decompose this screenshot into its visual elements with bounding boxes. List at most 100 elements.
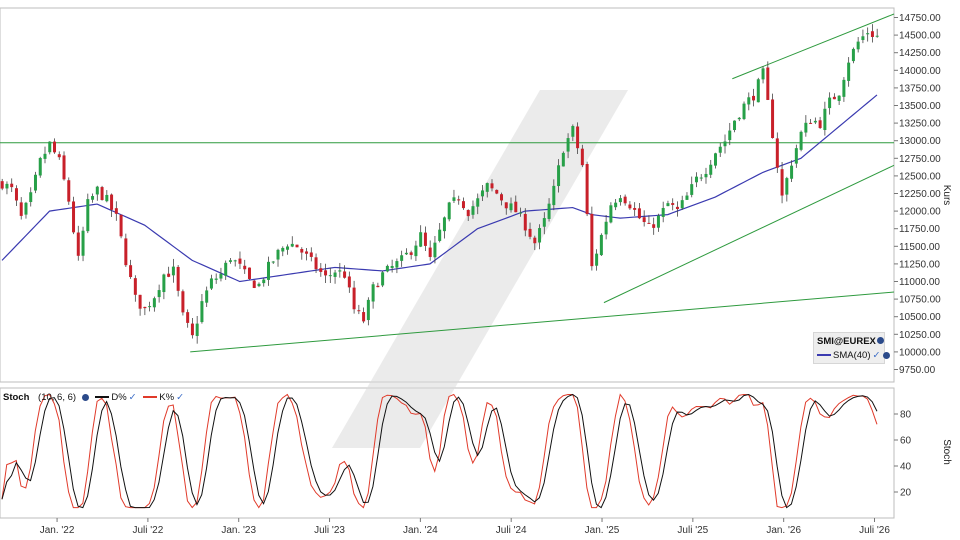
candle-body bbox=[519, 212, 523, 214]
candle-body bbox=[129, 265, 133, 278]
candle-body bbox=[457, 199, 461, 201]
stoch-tick-label: 80 bbox=[900, 410, 912, 421]
candle-body bbox=[552, 185, 556, 206]
time-tick-label: Juli '25 bbox=[677, 525, 708, 536]
legend-entry-sma[interactable]: SMA(40) ✓ bbox=[817, 350, 891, 361]
candle-body bbox=[675, 206, 679, 210]
stoch-panel-border bbox=[0, 387, 895, 519]
candle-body bbox=[419, 232, 423, 247]
price-tick-label: 13500.00 bbox=[899, 101, 941, 112]
watermark-shape bbox=[332, 90, 628, 448]
candle-body bbox=[571, 126, 575, 137]
candle-body bbox=[100, 187, 104, 201]
check-icon[interactable]: ✓ bbox=[128, 392, 137, 403]
candle-body bbox=[72, 201, 76, 233]
candle-body bbox=[718, 146, 722, 153]
candle-body bbox=[485, 183, 489, 192]
candle-body bbox=[262, 279, 266, 284]
candle-body bbox=[152, 298, 156, 308]
candle-body bbox=[804, 122, 808, 133]
candle-body bbox=[856, 41, 860, 50]
candle-body bbox=[95, 186, 99, 195]
candle-body bbox=[471, 206, 475, 215]
candle-body bbox=[24, 202, 28, 215]
legend-d-label: D% bbox=[111, 392, 127, 403]
candle-body bbox=[157, 290, 161, 298]
candle-body bbox=[219, 273, 223, 279]
check-icon[interactable]: ✓ bbox=[872, 350, 881, 361]
stoch-legend: Stoch (10, 6, 6) D% ✓ K% ✓ bbox=[3, 392, 184, 403]
price-tick-label: 12750.00 bbox=[899, 154, 941, 165]
candle-body bbox=[314, 257, 318, 270]
price-tick-label: 13250.00 bbox=[899, 119, 941, 130]
candle-body bbox=[694, 176, 698, 183]
candle-body bbox=[599, 234, 603, 256]
candle-body bbox=[186, 312, 190, 323]
candle-body bbox=[642, 217, 646, 223]
candle-body bbox=[771, 99, 775, 139]
candlestick-series bbox=[0, 24, 879, 344]
candle-body bbox=[305, 251, 309, 254]
price-tick-label: 12250.00 bbox=[899, 189, 941, 200]
price-axis: 9750.00 10000.00 10250.00 10500.00 10750.00 1… bbox=[894, 13, 941, 376]
candle-body bbox=[233, 260, 237, 262]
stochastic-series bbox=[1, 393, 878, 509]
settings-icon[interactable] bbox=[883, 351, 891, 359]
candle-body bbox=[143, 306, 147, 309]
candle-body bbox=[699, 177, 703, 179]
candle-body bbox=[338, 270, 342, 272]
price-axis-label: Kurs bbox=[941, 185, 952, 206]
candle-body bbox=[614, 202, 618, 208]
candle-body bbox=[62, 155, 66, 180]
price-legend[interactable]: SMI@EUREX SMA(40) ✓ bbox=[813, 332, 891, 364]
candle-body bbox=[57, 154, 61, 158]
candle-body bbox=[728, 130, 732, 141]
candle-body bbox=[347, 276, 351, 288]
candle-body bbox=[371, 284, 375, 302]
candle-body bbox=[637, 208, 641, 219]
candle-body bbox=[709, 164, 713, 175]
candle-body bbox=[828, 97, 832, 109]
candle-body bbox=[271, 261, 275, 263]
stoch-axis: 20 40 60 80 bbox=[894, 410, 912, 499]
sma-swatch bbox=[817, 354, 831, 357]
price-tick-label: 10500.00 bbox=[899, 312, 941, 323]
price-tick-label: 11750.00 bbox=[899, 224, 940, 235]
candle-body bbox=[138, 294, 142, 309]
candle-body bbox=[866, 33, 870, 35]
candle-body bbox=[81, 230, 85, 256]
candle-body bbox=[181, 291, 185, 313]
candle-body bbox=[224, 262, 228, 276]
candle-body bbox=[509, 203, 513, 211]
settings-icon[interactable] bbox=[81, 393, 89, 401]
d-swatch bbox=[95, 396, 110, 399]
candle-body bbox=[390, 265, 394, 268]
candle-body bbox=[823, 108, 827, 131]
candle-body bbox=[875, 35, 879, 37]
candle-body bbox=[452, 197, 456, 201]
candle-body bbox=[747, 97, 751, 105]
candle-body bbox=[780, 169, 784, 196]
candle-body bbox=[504, 202, 508, 209]
candle-body bbox=[286, 246, 290, 250]
candle-body bbox=[813, 120, 817, 123]
price-tick-label: 9750.00 bbox=[899, 365, 936, 376]
candle-body bbox=[200, 301, 204, 323]
price-tick-label: 10000.00 bbox=[899, 347, 941, 358]
candle-body bbox=[409, 252, 413, 255]
candle-body bbox=[561, 152, 565, 167]
candle-body bbox=[566, 138, 570, 152]
candle-body bbox=[851, 48, 855, 62]
candle-body bbox=[633, 207, 637, 210]
candle-body bbox=[171, 266, 175, 276]
time-tick-label: Jan. '24 bbox=[403, 525, 438, 536]
time-tick-label: Jan. '23 bbox=[221, 525, 256, 536]
candle-body bbox=[10, 183, 14, 188]
trend-line bbox=[190, 291, 895, 353]
settings-icon[interactable] bbox=[877, 337, 884, 344]
check-icon[interactable]: ✓ bbox=[176, 392, 185, 403]
candle-body bbox=[685, 195, 689, 200]
candle-body bbox=[228, 260, 232, 262]
candle-body bbox=[352, 287, 356, 310]
sma-series bbox=[1, 94, 878, 283]
